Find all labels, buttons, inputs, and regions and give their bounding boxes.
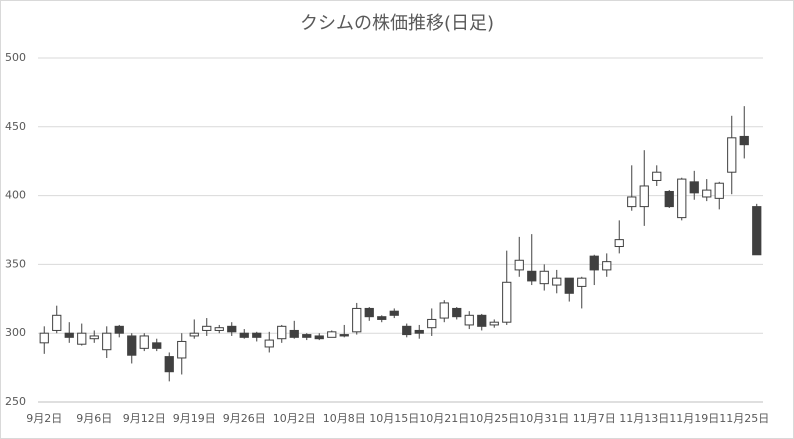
candle-body — [327, 331, 337, 338]
y-tick-label: 350 — [5, 257, 26, 270]
candle-body — [664, 190, 674, 208]
candle-body — [402, 325, 412, 336]
candle-body — [439, 302, 449, 319]
candle-body — [289, 329, 299, 338]
candle-body — [689, 181, 699, 194]
candle-body — [677, 178, 687, 219]
candle-body — [52, 314, 62, 331]
y-tick-label: 450 — [5, 120, 26, 133]
x-tick-label: 9月2日 — [26, 412, 62, 425]
candle-body — [427, 318, 437, 329]
candle-body — [102, 332, 112, 351]
candle-body — [202, 325, 212, 331]
candle-body — [77, 332, 87, 345]
x-tick-label: 11月13日 — [619, 412, 669, 425]
candle-body — [164, 356, 174, 373]
candle-body — [239, 332, 249, 338]
x-tick-label: 10月31日 — [519, 412, 569, 425]
x-tick-label: 11月25日 — [719, 412, 769, 425]
candle-body — [377, 316, 387, 320]
candle-body — [602, 261, 612, 271]
x-tick-label: 11月19日 — [669, 412, 719, 425]
candle-body — [64, 332, 74, 338]
candle-body — [339, 334, 349, 337]
candle-body — [527, 270, 537, 282]
y-tick-label: 500 — [5, 51, 26, 64]
chart-title: クシムの株価推移(日足) — [300, 13, 494, 34]
candle-body — [539, 270, 549, 285]
candle-body — [252, 332, 262, 338]
x-tick-label: 9月6日 — [76, 412, 112, 425]
candle-body — [152, 342, 162, 349]
candle-body — [514, 259, 524, 271]
x-tick-label: 10月8日 — [323, 412, 366, 425]
candle-body — [489, 321, 499, 326]
x-tick-label: 10月2日 — [273, 412, 316, 425]
candle-body — [627, 196, 637, 208]
candle-body — [89, 335, 99, 340]
candle-body — [589, 255, 599, 271]
candle-body — [639, 185, 649, 208]
candle-body — [139, 335, 149, 349]
candle-body — [314, 335, 324, 340]
candle-body — [364, 307, 374, 318]
candle-body — [352, 307, 362, 333]
candle-body — [114, 325, 124, 334]
y-tick-label: 300 — [5, 326, 26, 339]
candle-body — [227, 325, 237, 333]
candle-body — [714, 182, 724, 199]
x-tick-label: 10月21日 — [419, 412, 469, 425]
candle-body — [277, 325, 287, 340]
candle-body — [614, 239, 624, 248]
candle-body — [727, 137, 737, 173]
candle-body — [127, 335, 137, 356]
x-tick-label: 10月25日 — [469, 412, 519, 425]
candle-body — [39, 332, 49, 344]
x-tick-label: 9月19日 — [173, 412, 216, 425]
x-tick-label: 11月7日 — [573, 412, 616, 425]
candle-body — [739, 135, 749, 146]
candle-body — [452, 307, 462, 318]
candle-body — [477, 314, 487, 327]
candle-body — [302, 334, 312, 338]
candle-body — [389, 310, 399, 316]
candle-body — [214, 327, 224, 331]
candle-body — [652, 171, 662, 181]
candle-body — [264, 339, 274, 348]
candle-body — [502, 281, 512, 323]
candle-body — [177, 340, 187, 359]
candle-body — [414, 329, 424, 334]
candle-body — [752, 206, 762, 256]
x-tick-label: 9月12日 — [123, 412, 166, 425]
candle-body — [464, 314, 474, 326]
y-tick-label: 400 — [5, 189, 26, 202]
candle-body — [702, 189, 712, 198]
y-tick-label: 250 — [5, 395, 26, 408]
x-tick-label: 10月15日 — [369, 412, 419, 425]
candle-body — [564, 277, 574, 294]
candle-body — [577, 277, 587, 287]
candle-body — [552, 277, 562, 286]
candle-body — [189, 332, 199, 337]
x-tick-label: 9月26日 — [223, 412, 266, 425]
